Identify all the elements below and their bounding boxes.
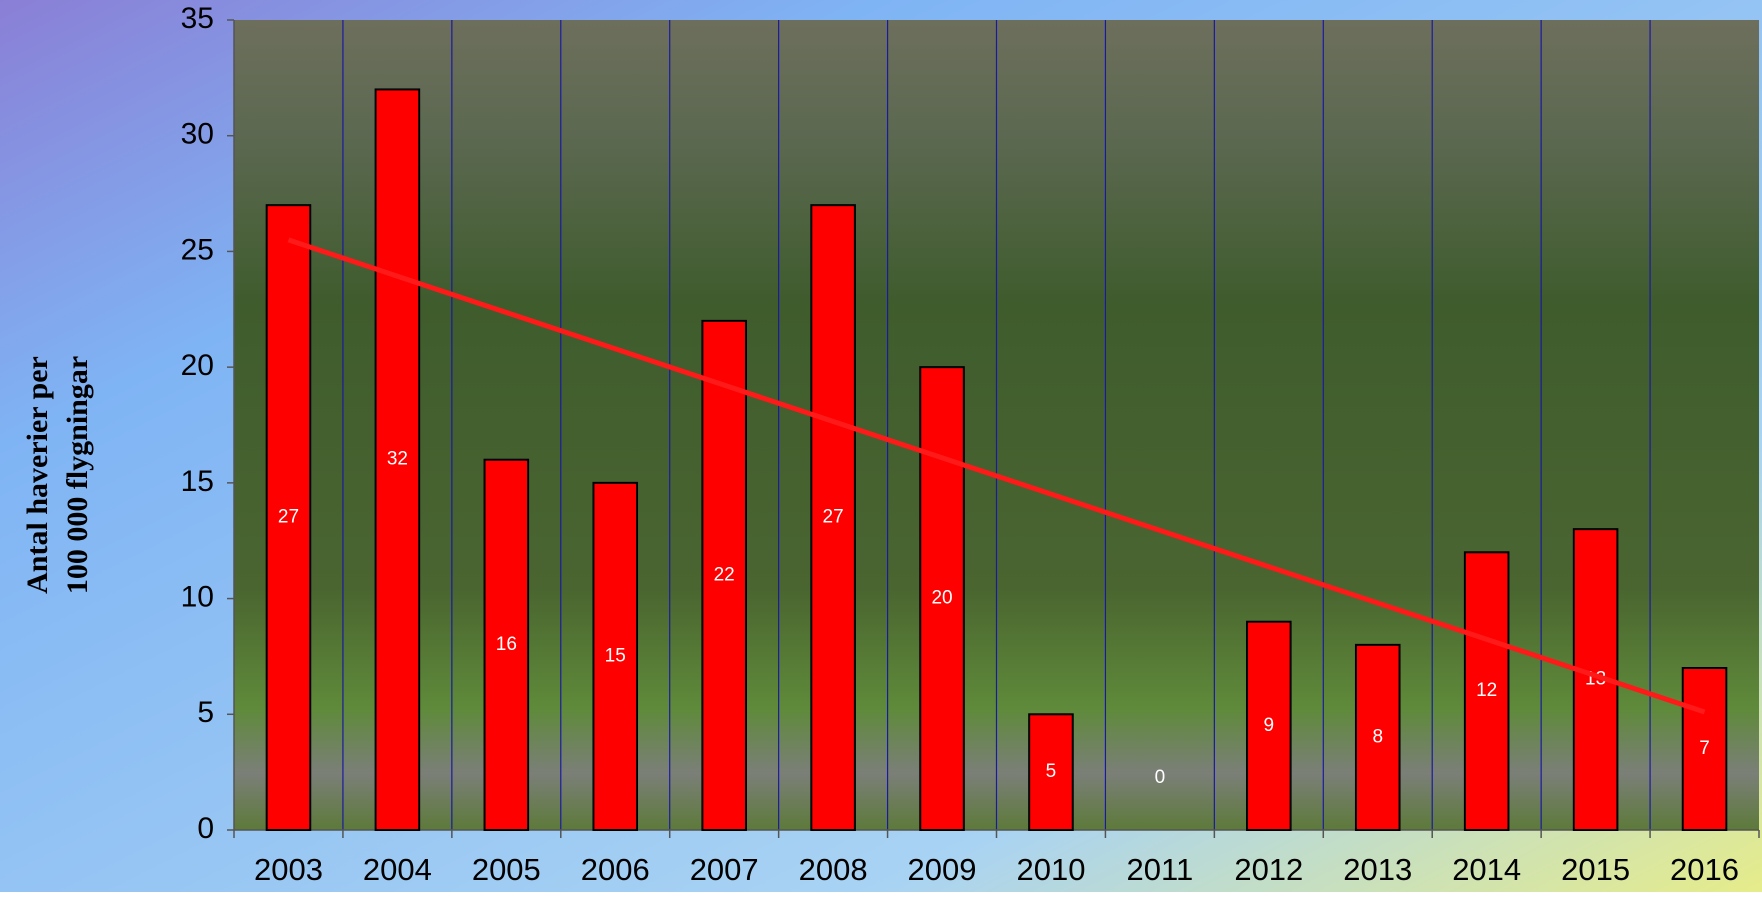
data-label: 5 <box>1046 761 1057 782</box>
y-axis-label: Antal haverier per <box>21 356 54 594</box>
data-label: 32 <box>387 449 408 470</box>
x-tick-label: 2009 <box>908 852 977 887</box>
y-tick-label: 0 <box>197 812 214 845</box>
data-label: 15 <box>605 645 626 666</box>
data-label: 12 <box>1476 680 1497 701</box>
data-label: 20 <box>931 588 952 609</box>
x-tick-label: 2016 <box>1670 852 1739 887</box>
y-tick-label: 10 <box>181 580 214 613</box>
chart: Antal haverier per 100 000 flygningar 0 5… <box>0 0 1762 892</box>
y-tick-label: 5 <box>197 696 214 729</box>
x-tick-label: 2014 <box>1452 852 1521 887</box>
y-axis-label: 100 000 flygningar <box>61 356 94 594</box>
data-label: 22 <box>714 564 735 585</box>
x-tick-label: 2003 <box>254 852 323 887</box>
data-label: 27 <box>278 507 299 528</box>
data-label: 0 <box>1155 767 1166 788</box>
data-label: 16 <box>496 634 517 655</box>
y-tick-label: 30 <box>181 118 214 151</box>
y-tick-label: 25 <box>181 233 214 266</box>
y-tick-label: 35 <box>181 2 214 35</box>
data-label: 9 <box>1264 715 1275 736</box>
data-label: 27 <box>823 507 844 528</box>
y-tick-label: 20 <box>181 349 214 382</box>
x-tick-label: 2015 <box>1561 852 1630 887</box>
x-tick-label: 2007 <box>690 852 759 887</box>
data-label: 7 <box>1699 738 1710 759</box>
x-tick-label: 2010 <box>1016 852 1085 887</box>
x-tick-label: 2013 <box>1343 852 1412 887</box>
x-tick-label: 2005 <box>472 852 541 887</box>
x-tick-label: 2004 <box>363 852 432 887</box>
x-tick-label: 2006 <box>581 852 650 887</box>
x-tick-label: 2011 <box>1127 852 1194 887</box>
data-label: 8 <box>1372 726 1383 747</box>
y-tick-label: 15 <box>181 465 214 498</box>
x-tick-label: 2012 <box>1234 852 1303 887</box>
x-tick-label: 2008 <box>799 852 868 887</box>
